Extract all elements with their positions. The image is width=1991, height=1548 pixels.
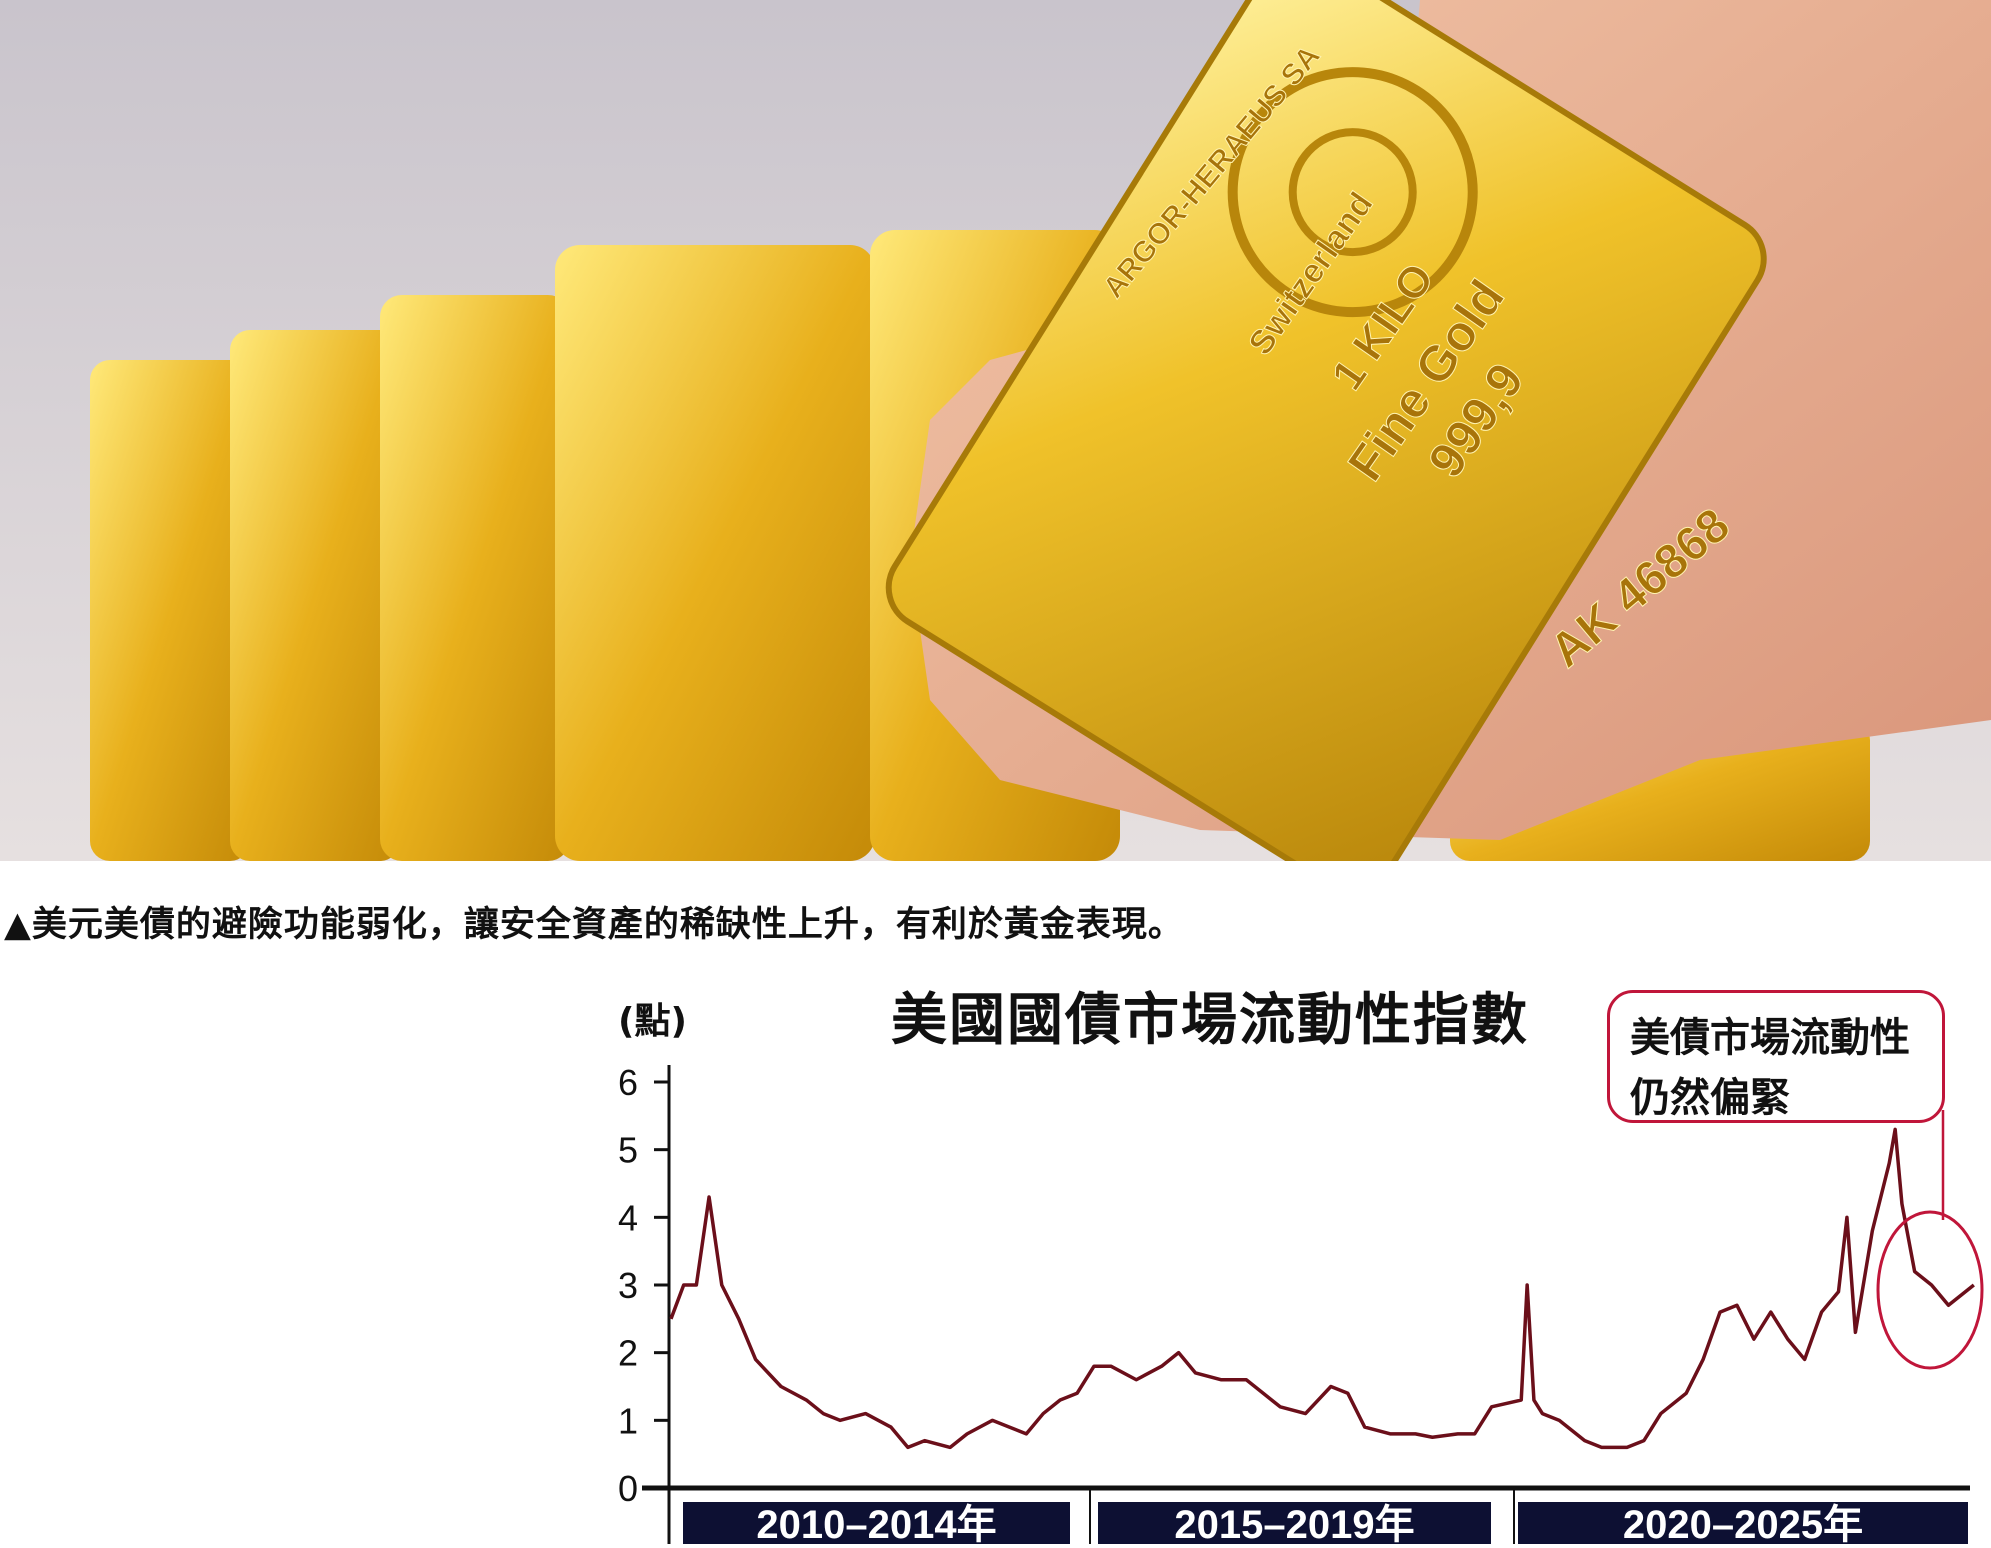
period-label-2010-2014: 2010–2014年 xyxy=(683,1502,1070,1547)
gold-bar-in-hand xyxy=(885,0,1767,861)
annotation-circle xyxy=(1876,1210,1984,1370)
annotation-box: 美債市場流動性 仍然偏緊 xyxy=(1607,990,1945,1123)
y-tick-label: 6 xyxy=(618,1062,638,1103)
y-axis-unit-label: (點) xyxy=(618,1001,687,1042)
liquidity-index-line xyxy=(669,1127,1975,1450)
annotation-line-1: 美債市場流動性 xyxy=(1630,1015,1910,1061)
y-tick-label: 4 xyxy=(618,1197,638,1238)
y-tick-label: 5 xyxy=(618,1130,638,1171)
photo-caption: ▲美元美債的避險功能弱化，讓安全資產的稀缺性上升，有利於黃金表現。 xyxy=(4,905,1184,945)
chart-title: 美國國債市場流動性指數 xyxy=(891,988,1529,1053)
y-tick-label: 3 xyxy=(618,1265,638,1306)
y-tick-label: 0 xyxy=(618,1468,638,1509)
period-label-2020-2025: 2020–2025年 xyxy=(1518,1502,1968,1547)
gold-bars-photo: ARGOR-HERAEUS SA Switzerland 1 KILO Fine… xyxy=(0,0,1991,861)
period-label-2015-2019: 2015–2019年 xyxy=(1098,1502,1491,1547)
y-tick-label: 2 xyxy=(618,1333,638,1374)
y-tick-label: 1 xyxy=(618,1400,638,1441)
annotation-line-2: 仍然偏緊 xyxy=(1630,1075,1790,1121)
